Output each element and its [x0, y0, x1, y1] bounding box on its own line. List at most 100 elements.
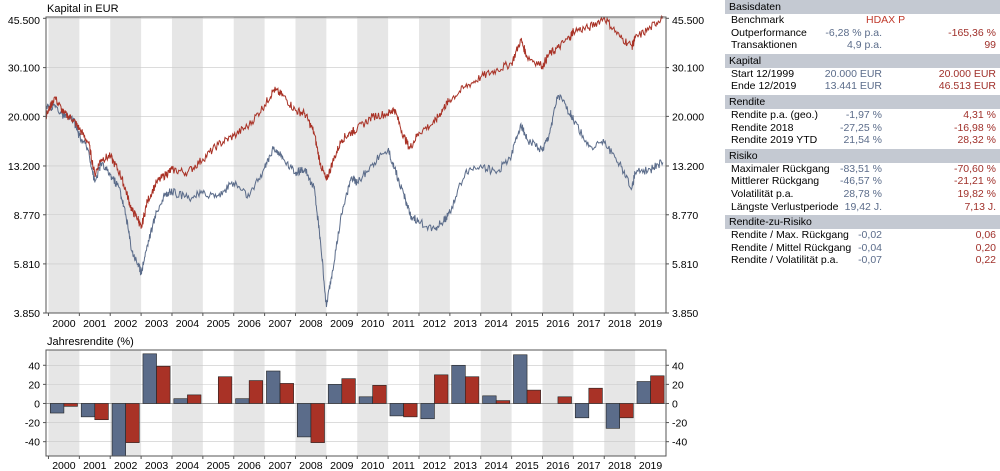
stat-label: Rendite 2019 YTD: [731, 134, 818, 147]
portfolio-value: 4,9 p.a.: [846, 39, 882, 52]
x-tick-label: 2002: [114, 460, 138, 471]
benchmark-value: 0,20: [975, 241, 996, 254]
x-tick-label: 2009: [330, 460, 354, 471]
stat-label: Längste Verlustperiode: [731, 200, 839, 213]
bar-portfolio: [574, 403, 590, 419]
benchmark-value: -16,98 %: [953, 121, 996, 134]
x-tick-label: 2001: [83, 318, 107, 330]
stat-label: Ende 12/2019: [731, 80, 797, 93]
benchmark-row: Benchmark HDAX P: [725, 14, 1000, 27]
y-tick-label-left: 20.000: [8, 111, 40, 123]
x-tick-label: 2008: [299, 460, 323, 471]
year-stripe: [295, 17, 327, 313]
x-tick-label: 2013: [454, 460, 478, 471]
x-tick-label: 2013: [454, 318, 478, 330]
benchmark-value: HDAX P: [866, 14, 906, 26]
stat-row: Volatilität p.a. 28,78 % 19,82 %: [725, 188, 1000, 201]
x-tick-label: 2017: [577, 460, 601, 471]
y-tick-label-left: 40: [28, 360, 40, 372]
stat-row: Start 12/1999 20.000 EUR 20.000 EUR: [725, 68, 1000, 81]
x-tick-label: 2019: [639, 318, 663, 330]
y-tick-label-right: 20.000: [672, 111, 704, 123]
benchmark-value: 20.000 EUR: [938, 67, 996, 80]
portfolio-value: -0,04: [858, 241, 882, 254]
bar-hdax-p: [156, 365, 171, 404]
series-line-portfolio: [45, 93, 664, 308]
x-tick-label: 2012: [423, 460, 447, 471]
stat-row: Rendite / Volatilität p.a. -0,07 0,22: [725, 254, 1000, 267]
y-tick-label-left: 8.770: [14, 210, 40, 222]
year-stripe: [171, 17, 203, 313]
section-kapital-rows: Start 12/1999 20.000 EUR 20.000 EUR Ende 12…: [725, 68, 1000, 93]
section-risiko-title: Risiko: [725, 148, 1000, 163]
stat-label: Rendite / Max. Rückgang: [731, 229, 849, 242]
x-tick-label: 2000: [52, 460, 76, 471]
x-tick-label: 2005: [207, 460, 231, 471]
y-tick-label-right: 13.200: [672, 161, 704, 173]
bar-hdax-p: [310, 403, 325, 443]
x-tick-label: 2016: [546, 460, 570, 471]
benchmark-value: 0,06: [975, 229, 996, 242]
bar-portfolio: [327, 384, 343, 404]
benchmark-value: 19,82 %: [957, 187, 996, 200]
portfolio-value: -1,97 %: [845, 108, 882, 121]
stat-row: Rendite / Mittel Rückgang -0,04 0,20: [725, 242, 1000, 255]
x-tick-label: 2012: [423, 318, 447, 330]
portfolio-value: -83,51 %: [839, 162, 882, 175]
y-tick-label-left: 30.100: [8, 63, 40, 75]
bar-portfolio: [358, 396, 373, 404]
x-tick-label: 2006: [237, 318, 261, 330]
y-tick-label-left: 13.200: [8, 161, 40, 173]
year-stripe: [604, 350, 636, 456]
x-tick-label: 2010: [361, 318, 385, 330]
y-tick-label-right: 3.850: [672, 308, 698, 320]
bar-portfolio: [266, 370, 281, 404]
stat-label: Mittlerer Rückgang: [731, 175, 820, 188]
stat-row: Ende 12/2019 13.441 EUR 46.513 EUR: [725, 80, 1000, 93]
bar-hdax-p: [588, 387, 603, 404]
section-rendite-risiko-rows: Rendite / Max. Rückgang -0,02 0,06 Rendite …: [725, 229, 1000, 267]
year-stripe: [48, 17, 80, 313]
bar-portfolio: [605, 403, 620, 429]
bar-hdax-p: [187, 394, 202, 404]
x-tick-label: 2002: [114, 318, 138, 330]
stat-row: Längste Verlustperiode 19,42 J. 7,13 J.: [725, 201, 1000, 214]
benchmark-value: 7,13 J.: [964, 200, 996, 213]
stat-row: Outperformance -6,28 % p.a. -165,36 %: [725, 27, 1000, 40]
x-tick-label: 2014: [484, 460, 508, 471]
bar-hdax-p: [495, 400, 511, 404]
stat-label: Rendite / Volatilität p.a.: [731, 254, 839, 267]
x-tick-label: 2010: [361, 460, 385, 471]
bar-portfolio: [451, 364, 466, 404]
section-rendite-risiko-title: Rendite-zu-Risiko: [725, 215, 1000, 230]
y-tick-label-left: 3.850: [14, 308, 40, 320]
y-tick-label-left: 5.810: [14, 259, 40, 271]
x-tick-label: 2003: [145, 318, 169, 330]
x-tick-label: 2005: [207, 318, 231, 330]
bar-portfolio: [80, 403, 96, 418]
bar-portfolio: [173, 398, 188, 404]
bar-portfolio: [513, 354, 528, 404]
bar-hdax-p: [63, 403, 78, 407]
portfolio-value: 20.000 EUR: [824, 67, 882, 80]
year-stripe: [418, 17, 450, 313]
bar-hdax-p: [434, 374, 449, 404]
x-tick-label: 2006: [237, 460, 261, 471]
stat-label: Volatilität p.a.: [731, 187, 794, 200]
y-tick-label-right: -40: [672, 437, 687, 449]
bar-hdax-p: [526, 389, 541, 404]
y-tick-label-right: 45.500: [672, 15, 704, 27]
year-stripe: [542, 17, 574, 313]
stat-label: Transaktionen: [731, 39, 798, 52]
returns-chart-frame: [45, 349, 667, 457]
bar-hdax-p: [248, 380, 264, 404]
stat-row: Rendite 2018 -27,25 % -16,98 %: [725, 122, 1000, 135]
portfolio-value: -0,02: [858, 229, 882, 242]
benchmark-value: -21,21 %: [953, 175, 996, 188]
y-tick-label-right: 8.770: [672, 210, 698, 222]
bar-portfolio: [50, 403, 65, 414]
year-stripe: [48, 350, 80, 456]
y-tick-label-right: 20: [672, 379, 684, 391]
bar-hdax-p: [125, 403, 140, 443]
stat-label: Maximaler Rückgang: [731, 162, 830, 175]
